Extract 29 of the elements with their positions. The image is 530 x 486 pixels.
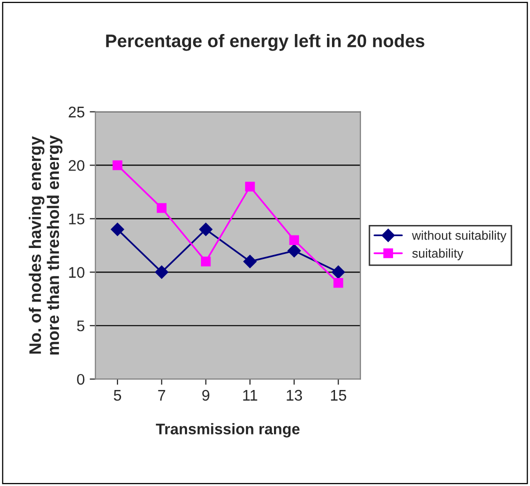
y-tick-label: 25	[68, 106, 84, 118]
y-axis-title: No. of nodes having energy more than threshold energy	[28, 135, 62, 355]
chart-title: Percentage of energy left in 20 nodes	[106, 34, 424, 51]
point	[243, 254, 257, 268]
y-tick-label: 15	[69, 214, 84, 224]
y-tick-label: 0	[77, 374, 84, 385]
point	[156, 203, 167, 213]
point	[110, 222, 124, 236]
point	[245, 182, 255, 192]
legend-label: without suitability	[412, 230, 506, 242]
x-tick-label: 5	[114, 390, 122, 401]
point	[333, 278, 344, 288]
x-tick-label: 15	[330, 390, 346, 401]
legend-label: suitability	[412, 248, 464, 260]
point	[200, 256, 211, 266]
point	[289, 235, 300, 245]
point	[288, 244, 301, 258]
x-axis-title: Transmission range	[156, 423, 300, 438]
x-tick-label: 7	[158, 390, 166, 401]
point	[332, 266, 345, 279]
point	[155, 266, 168, 279]
point	[199, 222, 212, 236]
y-tick-label: 5	[77, 320, 84, 332]
x-tick-label: 13	[286, 390, 302, 401]
x-tick-label: 9	[202, 390, 210, 401]
y-tick-label: 10	[69, 267, 84, 278]
x-tick-label: 11	[243, 390, 258, 401]
y-tick-label: 20	[68, 160, 84, 171]
point	[112, 160, 122, 170]
